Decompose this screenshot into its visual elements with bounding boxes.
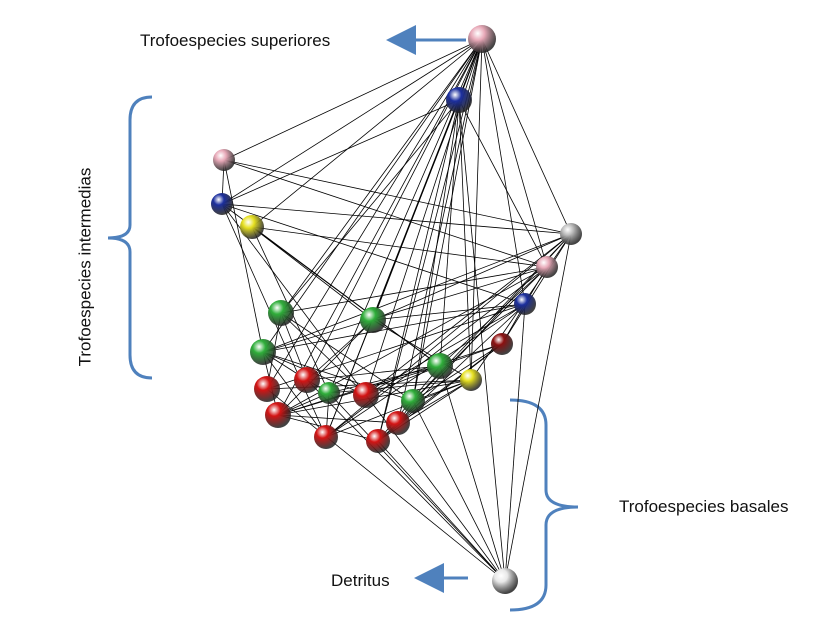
trophic-link (306, 379, 506, 582)
trophic-link (221, 203, 526, 305)
trophic-link (280, 38, 483, 314)
trophic-link (277, 343, 503, 416)
species-node-intermediate (360, 307, 386, 333)
trophic-link (412, 99, 460, 402)
trophic-link (223, 159, 572, 235)
trophic-link (365, 233, 572, 396)
species-node-intermediate (268, 300, 294, 326)
trophic-link (458, 99, 472, 381)
trophic-link (262, 38, 483, 353)
species-node-intermediate (491, 333, 513, 355)
trophic-link (223, 159, 548, 268)
species-node-intermediate (560, 223, 582, 245)
trophic-link (221, 99, 460, 205)
trophic-link (328, 392, 506, 582)
trophic-link (504, 303, 526, 582)
species-node-basal (401, 389, 425, 413)
trophic-link (365, 365, 441, 396)
trophic-link (262, 233, 572, 353)
trophic-link (365, 303, 526, 396)
trophic-link (277, 319, 374, 416)
trophic-link (221, 38, 483, 205)
trophic-link (501, 233, 572, 345)
trophic-link (262, 266, 548, 353)
bracket-layer (107, 25, 579, 612)
species-node-basal (353, 382, 379, 408)
trophic-link (325, 379, 472, 438)
species-node-intermediate (514, 293, 536, 315)
trophic-link (412, 343, 503, 402)
intermediate-trophospecies-label: Trofoespecies intermedias (75, 167, 95, 367)
trophic-link (504, 233, 572, 582)
trophic-link (266, 388, 506, 582)
species-node-top (468, 25, 496, 53)
trophic-link (481, 38, 526, 305)
species-node-intermediate (250, 339, 276, 365)
trophic-link (372, 233, 572, 321)
basal-bracket (509, 398, 579, 612)
trophic-link (439, 99, 460, 367)
trophic-link (458, 99, 506, 582)
species-node-basal (386, 411, 410, 435)
trophic-link (372, 303, 526, 321)
trophic-link (280, 312, 414, 402)
species-node-detritus (492, 568, 518, 594)
species-node-intermediate (427, 353, 453, 379)
top-trophospecies-label: Trofoespecies superiores (140, 31, 331, 50)
trophic-link (328, 379, 472, 394)
species-node-basal (254, 376, 280, 402)
trophic-link (470, 38, 483, 381)
species-node-intermediate (460, 369, 482, 391)
trophic-link (223, 38, 483, 161)
species-node-basal (265, 402, 291, 428)
trophic-link (221, 203, 572, 235)
species-node-basal (294, 367, 320, 393)
species-node-basal (366, 429, 390, 453)
trophic-link (325, 303, 526, 438)
trophic-link (280, 266, 548, 314)
species-node-basal (318, 382, 340, 404)
trophic-link (251, 38, 483, 228)
trophic-link (325, 99, 460, 438)
trophic-link (251, 226, 548, 268)
trophic-link (328, 365, 441, 394)
intermediate-bracket (107, 95, 153, 380)
trophic-link (481, 38, 572, 235)
basal-trophospecies-label: Trofoespecies basales (619, 497, 789, 516)
trophic-link (439, 266, 548, 367)
trophic-link (439, 365, 506, 582)
trophic-link (412, 400, 506, 582)
species-node-intermediate (211, 193, 233, 215)
trophic-link (277, 414, 399, 424)
detritus-label: Detritus (331, 571, 390, 590)
trophic-link (377, 99, 460, 442)
trophic-link (280, 99, 460, 314)
trophic-link (262, 351, 327, 438)
trophic-link (481, 38, 548, 268)
species-node-intermediate (240, 215, 264, 239)
trophic-link (251, 226, 374, 321)
trophic-link (223, 159, 264, 353)
trophic-link (266, 38, 483, 390)
species-node-intermediate (213, 149, 235, 171)
trophic-link (377, 440, 506, 582)
species-node-intermediate (446, 87, 472, 113)
trophic-link (325, 266, 548, 438)
species-node-intermediate (536, 256, 558, 278)
node-layer (211, 25, 582, 594)
trophic-link (458, 99, 548, 268)
species-node-basal (314, 425, 338, 449)
